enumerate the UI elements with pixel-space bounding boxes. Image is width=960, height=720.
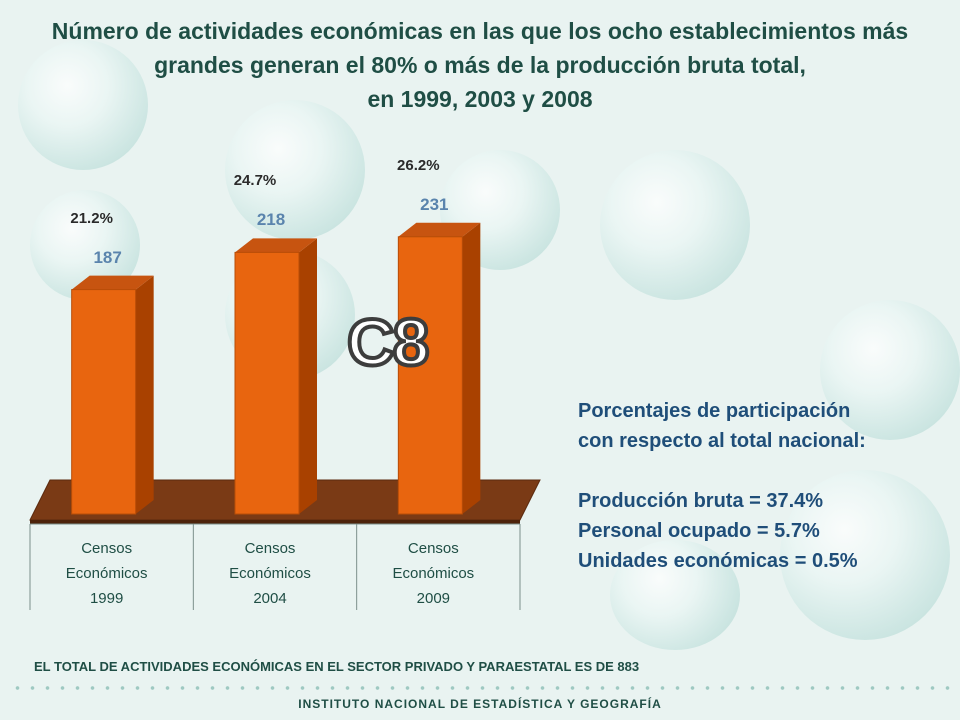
background-bubble bbox=[600, 150, 750, 300]
bar-side-2009 bbox=[462, 222, 481, 515]
background-bubble bbox=[225, 100, 365, 240]
category-line: 1999 bbox=[89, 590, 124, 607]
info-heading: Porcentajes de participación bbox=[578, 400, 851, 422]
bar-2009 bbox=[397, 236, 463, 515]
value-label-1999: 187 bbox=[93, 247, 122, 267]
category-label-2004: Censos Económicos 2004 bbox=[200, 536, 340, 611]
participation-info: Porcentajes de participación con respect… bbox=[578, 396, 938, 576]
category-line: Censos bbox=[407, 540, 459, 557]
background-bubble bbox=[780, 470, 950, 640]
category-line: Censos bbox=[244, 540, 296, 557]
background-bubble bbox=[610, 540, 740, 650]
category-line: 2009 bbox=[416, 590, 451, 607]
percent-label-1999: 21.2% bbox=[70, 209, 113, 227]
info-units: Unidades económicas = 0.5% bbox=[578, 550, 858, 572]
background-bubble bbox=[18, 40, 148, 170]
percent-label-2009: 26.2% bbox=[397, 156, 440, 174]
info-heading: con respecto al total nacional: bbox=[578, 430, 866, 452]
category-line: Económicos bbox=[229, 565, 311, 582]
c8-badge: C8 bbox=[345, 303, 431, 381]
bar-side-2004 bbox=[299, 238, 317, 514]
title-line: grandes generan el 80% o más de la produ… bbox=[154, 52, 806, 78]
category-label-2009: Censos Económicos 2009 bbox=[363, 536, 503, 611]
category-line: Económicos bbox=[392, 565, 475, 582]
category-line: Censos bbox=[81, 540, 133, 557]
bar-top-2004 bbox=[235, 238, 317, 253]
title-line: Número de actividades económicas en las … bbox=[51, 18, 909, 44]
category-line: 2004 bbox=[253, 590, 287, 607]
info-personnel: Personal ocupado = 5.7% bbox=[578, 520, 820, 542]
bar-side-1999 bbox=[135, 275, 154, 514]
info-production: Producción bruta = 37.4% bbox=[578, 490, 824, 512]
bar-1999 bbox=[71, 289, 137, 515]
bar-2004 bbox=[234, 251, 300, 515]
title-line: en 1999, 2003 y 2008 bbox=[367, 86, 593, 112]
category-label-1999: Censos Económicos 1999 bbox=[37, 536, 177, 611]
bar-top-1999 bbox=[71, 275, 154, 290]
category-line: Económicos bbox=[65, 565, 148, 582]
value-label-2004: 218 bbox=[256, 210, 286, 230]
footer-note: EL TOTAL DE ACTIVIDADES ECONÓMICAS EN EL… bbox=[34, 659, 640, 674]
chart-floor-edge bbox=[30, 520, 520, 524]
institute-name: INSTITUTO NACIONAL DE ESTADÍSTICA Y GEOG… bbox=[298, 697, 662, 711]
background-bubble bbox=[820, 300, 960, 440]
chart-title: Número de actividades económicas en las … bbox=[0, 14, 960, 116]
dotted-divider bbox=[10, 684, 950, 692]
percent-label-2004: 24.7% bbox=[233, 172, 277, 190]
bar-top-2009 bbox=[398, 222, 481, 237]
value-label-2009: 231 bbox=[420, 194, 449, 214]
